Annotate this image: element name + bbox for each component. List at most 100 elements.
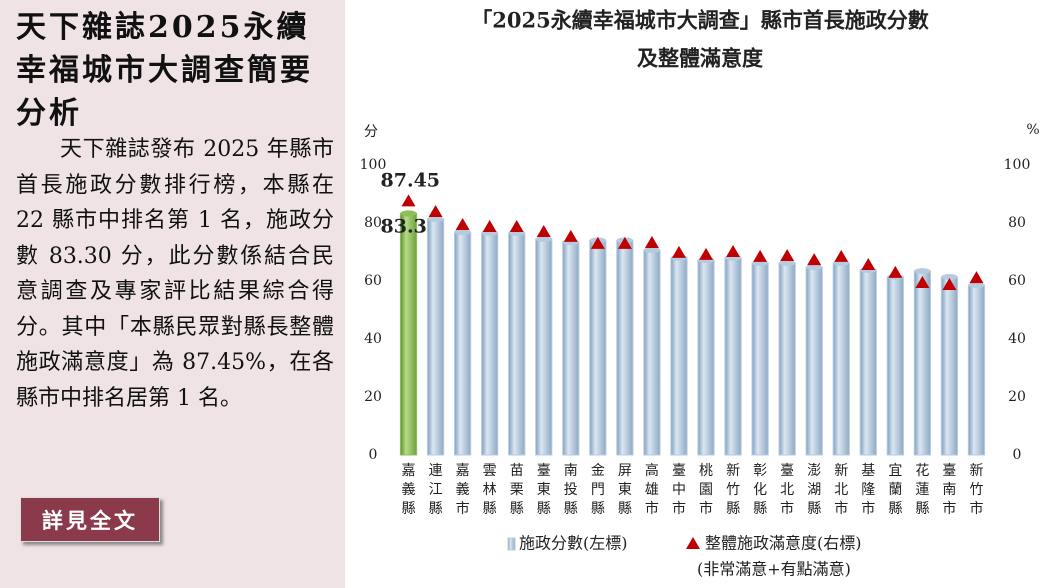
y2-tick-label: 20 — [1008, 389, 1026, 405]
y2-tick-label: 0 — [1013, 447, 1022, 463]
y-tick-label: 40 — [364, 331, 382, 347]
x-tick-label: 臺 — [537, 463, 551, 479]
x-tick-label: 園 — [699, 482, 713, 498]
x-tick-label: 蘭 — [888, 482, 902, 498]
y-tick-label: 20 — [364, 389, 382, 405]
bar — [508, 232, 526, 456]
y-axis-label: 分 — [364, 124, 378, 140]
bar — [859, 269, 877, 456]
x-tick-label: 市 — [699, 500, 713, 517]
x-tick-label: 桃 — [699, 463, 713, 479]
bar-cap — [454, 228, 471, 235]
bar — [616, 239, 634, 456]
triangle-marker — [780, 249, 795, 262]
x-tick-label: 嘉 — [456, 463, 470, 479]
bar — [940, 276, 959, 456]
x-tick-label: 嘉 — [402, 463, 416, 479]
bar-cap — [400, 210, 417, 217]
triangle-marker — [428, 204, 443, 217]
x-tick-label: 基 — [861, 462, 875, 479]
x-tick-label: 義 — [402, 481, 416, 498]
bar — [724, 257, 742, 456]
bar-cap — [779, 260, 796, 267]
legend-note: (非常滿意+有點滿意) — [697, 560, 851, 579]
triangle-marker — [536, 224, 551, 237]
sidebar-title: 天下雜誌2025永續幸福城市大調查簡要分析 — [16, 10, 313, 131]
bar — [535, 238, 553, 456]
bar — [426, 218, 445, 456]
x-tick-label: 縣 — [510, 501, 524, 517]
x-tick-label: 高 — [645, 462, 659, 479]
y2-tick-label: 60 — [1008, 273, 1026, 289]
triangle-marker — [807, 253, 822, 266]
y2-tick-label: 80 — [1008, 215, 1026, 231]
triangle-marker — [509, 220, 524, 233]
bar — [562, 241, 580, 456]
x-tick-label: 新 — [969, 463, 983, 479]
x-tick-label: 縣 — [402, 501, 416, 517]
x-tick-label: 市 — [645, 500, 659, 517]
x-tick-label: 縣 — [888, 501, 902, 517]
bar-cap — [968, 282, 985, 289]
x-tick-label: 縣 — [807, 501, 821, 517]
triangle-marker — [401, 194, 416, 207]
bar-cap — [941, 273, 958, 280]
x-tick-label: 隆 — [861, 482, 875, 498]
bar — [832, 262, 850, 456]
x-tick-label: 雲 — [483, 463, 497, 479]
x-tick-label: 縣 — [564, 501, 578, 517]
bar — [454, 231, 472, 456]
x-tick-label: 臺 — [780, 463, 794, 479]
x-tick-label: 栗 — [510, 482, 524, 498]
bar — [589, 239, 607, 456]
x-tick-label: 湖 — [807, 482, 821, 498]
x-tick-label: 市 — [456, 500, 470, 517]
x-tick-label: 新 — [726, 463, 740, 479]
x-tick-label: 蓮 — [915, 482, 929, 498]
x-tick-label: 縣 — [753, 501, 767, 517]
x-tick-label: 新 — [834, 463, 848, 479]
triangle-marker — [861, 258, 876, 271]
legend-label: 整體施政滿意度(右標) — [705, 534, 862, 553]
x-tick-label: 彰 — [753, 462, 767, 479]
triangle-marker — [969, 271, 984, 284]
triangle-marker — [699, 247, 714, 260]
x-tick-label: 南 — [564, 463, 578, 479]
x-tick-label: 林 — [483, 482, 497, 498]
chart: 「2025永續幸福城市大調查」縣市首長施政分數 及整體滿意度 分 % 0 20 40… — [360, 8, 1040, 579]
y-tick-label: 60 — [364, 273, 382, 289]
x-tick-label: 金 — [591, 463, 605, 479]
bar — [399, 212, 418, 456]
chart-title: 及整體滿意度 — [637, 46, 763, 71]
x-tick-label: 苗 — [510, 463, 524, 479]
bar — [778, 262, 796, 456]
x-tick-label: 東 — [537, 482, 551, 498]
x-tick-label: 市 — [942, 500, 956, 517]
x-tick-label: 臺 — [942, 463, 956, 479]
x-tick-label: 投 — [564, 482, 578, 498]
triangle-marker — [915, 276, 930, 289]
x-tick-label: 北 — [780, 482, 794, 498]
triangle-marker — [942, 278, 957, 291]
x-tick-label: 竹 — [969, 482, 983, 498]
y-tick-label: 100 — [360, 157, 387, 173]
triangle-marker — [563, 229, 578, 242]
y-tick-label: 0 — [369, 447, 378, 463]
triangle-marker — [644, 236, 659, 249]
x-tick-label: 中 — [672, 482, 686, 498]
x-tick-label: 化 — [753, 482, 767, 498]
x-tick-label: 北 — [834, 482, 848, 498]
x-tick-label: 市 — [672, 500, 686, 517]
read-more-button[interactable]: 詳見全文 — [20, 497, 160, 542]
legend-label: 施政分數(左標) — [519, 534, 628, 553]
bar — [751, 262, 769, 456]
x-tick-label: 縣 — [429, 501, 443, 517]
value-label: 83.30 — [381, 215, 441, 237]
triangle-marker — [834, 249, 849, 262]
x-tick-label: 雄 — [645, 482, 659, 498]
x-tick-label: 縣 — [591, 501, 605, 517]
bar — [805, 266, 823, 456]
x-tick-label: 東 — [618, 482, 632, 498]
bar-cap — [427, 215, 444, 222]
